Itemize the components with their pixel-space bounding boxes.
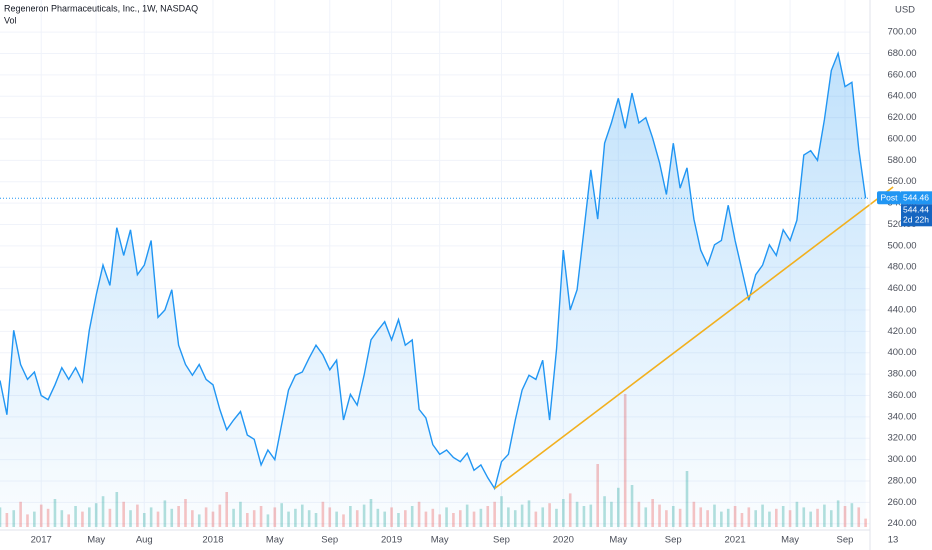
y-tick-label: 300.00 bbox=[887, 454, 916, 465]
chart-title: Regeneron Pharmaceuticals, Inc., 1W, NAS… bbox=[4, 3, 198, 13]
currency: USD bbox=[895, 5, 915, 16]
y-tick-label: 420.00 bbox=[887, 326, 916, 337]
countdown: 2d 22h bbox=[903, 215, 929, 225]
x-tick-label: 13 bbox=[888, 535, 899, 546]
x-tick-label: Sep bbox=[493, 535, 510, 546]
y-tick-label: 620.00 bbox=[887, 112, 916, 123]
x-tick-label: Sep bbox=[321, 535, 338, 546]
price-tag bbox=[901, 191, 932, 205]
y-tick-label: 560.00 bbox=[887, 176, 916, 187]
y-tick-label: 360.00 bbox=[887, 390, 916, 401]
y-tick-label: 260.00 bbox=[887, 497, 916, 508]
y-tick-label: 440.00 bbox=[887, 304, 916, 315]
x-tick-label: 2021 bbox=[725, 535, 746, 546]
y-tick-label: 660.00 bbox=[887, 69, 916, 80]
y-tick-label: 480.00 bbox=[887, 262, 916, 273]
y-tick-label: 380.00 bbox=[887, 369, 916, 380]
y-tick-label: 340.00 bbox=[887, 411, 916, 422]
post-tag bbox=[877, 191, 901, 205]
y-tick-label: 460.00 bbox=[887, 283, 916, 294]
area bbox=[0, 53, 866, 529]
trendline bbox=[494, 186, 894, 490]
x-tick-label: May bbox=[609, 535, 627, 546]
plot bbox=[0, 50, 894, 529]
x-tick-label: May bbox=[266, 535, 284, 546]
x-tick-label: May bbox=[87, 535, 105, 546]
x-tick-label: 2017 bbox=[31, 535, 52, 546]
x-tick-label: 2018 bbox=[202, 535, 223, 546]
volume-label: Vol bbox=[4, 15, 17, 25]
y-tick-label: 280.00 bbox=[887, 475, 916, 486]
x-tick-label: Sep bbox=[665, 535, 682, 546]
x-tick-label: Aug bbox=[136, 535, 153, 546]
y-tick-label: 580.00 bbox=[887, 155, 916, 166]
x-tick-label: 2019 bbox=[381, 535, 402, 546]
post-tag-text: Post bbox=[880, 193, 898, 203]
x-tick-label: 2020 bbox=[553, 535, 574, 546]
y-tick-label: 680.00 bbox=[887, 48, 916, 59]
y-tick-label: 500.00 bbox=[887, 240, 916, 251]
x-tick-label: May bbox=[781, 535, 799, 546]
price-tag-2-text: 544.44 bbox=[903, 205, 929, 215]
y-tick-label: 240.00 bbox=[887, 518, 916, 529]
axes: 240.00 260.00 280.00 300.00 320.00 340.00 360.… bbox=[31, 27, 932, 546]
x-tick-label: May bbox=[431, 535, 449, 546]
y-tick-label: 600.00 bbox=[887, 133, 916, 144]
y-tick-label: 700.00 bbox=[887, 27, 916, 38]
y-tick-label: 320.00 bbox=[887, 433, 916, 444]
price-line bbox=[0, 50, 867, 491]
x-tick-label: Sep bbox=[837, 535, 854, 546]
y-tick-label: 640.00 bbox=[887, 91, 916, 102]
price-tag-text: 544.46 bbox=[903, 193, 929, 203]
price-tag-2 bbox=[901, 204, 932, 227]
y-tick-label: 400.00 bbox=[887, 347, 916, 358]
volume-bar bbox=[864, 518, 867, 527]
